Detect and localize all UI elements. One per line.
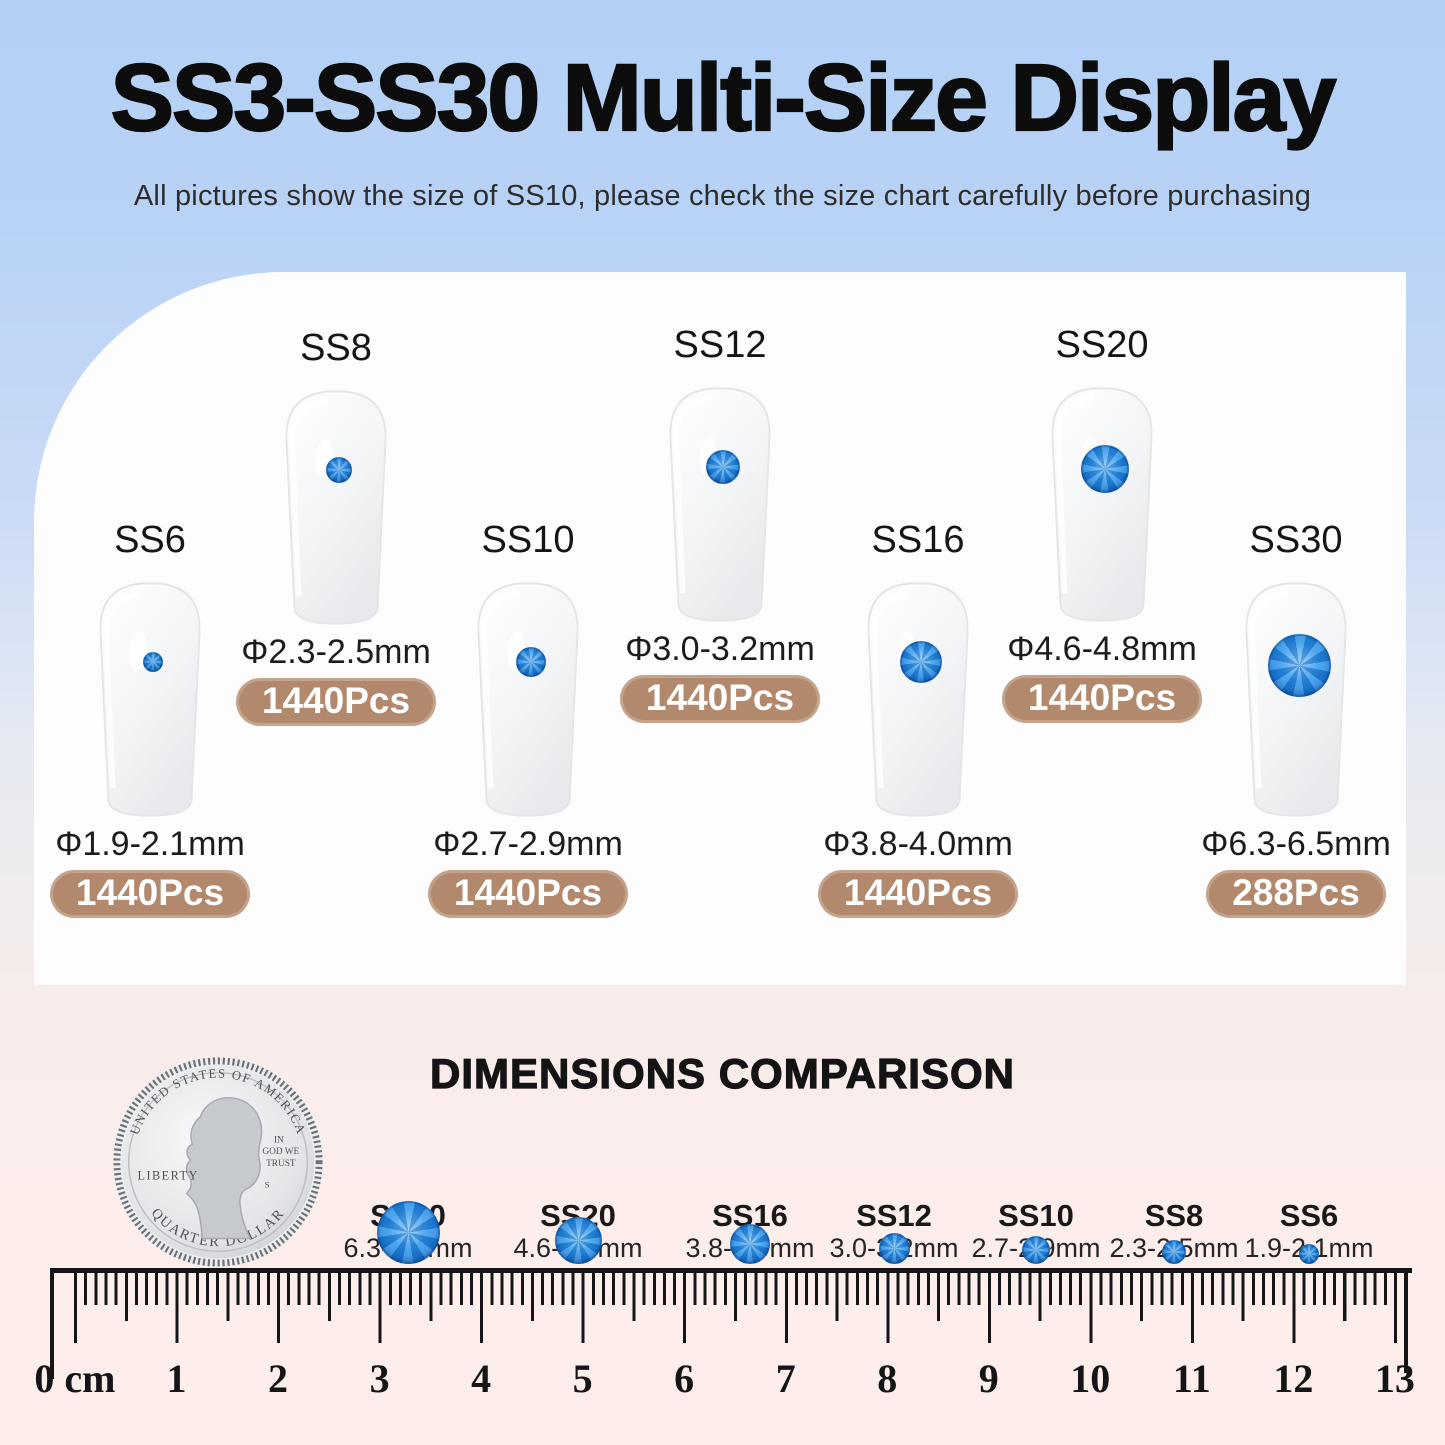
dimension-column-ss10: SS10 2.7-2.9mm xyxy=(946,1116,1126,1264)
coin-motto-line2: GOD WE xyxy=(262,1147,299,1157)
dimension-dot xyxy=(878,1233,910,1264)
quantity-badge: 1440Pcs xyxy=(427,870,629,918)
nail-name-label: SS10 xyxy=(481,519,575,561)
dimension-dot xyxy=(1299,1244,1319,1264)
ruler-number: 13 xyxy=(1374,1356,1415,1401)
ruler-number: 11 xyxy=(1172,1356,1211,1401)
page-subtitle: All pictures show the size of SS10, plea… xyxy=(133,180,1312,212)
nail-name-label: SS30 xyxy=(1249,519,1343,561)
coin-liberty-text: LIBERTY xyxy=(138,1169,199,1183)
quantity-badge: 1440Pcs xyxy=(49,870,251,918)
dimension-column-ss30: SS30 6.3-6.5mm xyxy=(318,1116,498,1264)
page-title: SS3-SS30 Multi-Size Display xyxy=(110,44,1338,152)
nail-tip-shape xyxy=(1051,387,1153,622)
dimension-column-ss16: SS16 3.8-4.0mm xyxy=(660,1116,840,1264)
size-range-label: Φ2.3-2.5mm xyxy=(241,633,431,671)
dimension-name-label: SS8 xyxy=(1144,1198,1204,1233)
dimension-name-label: SS6 xyxy=(1279,1198,1339,1233)
washington-bust xyxy=(185,1097,263,1240)
quarter-coin-graphic: UNITED STATES OF AMERICA QUARTER DOLLAR … xyxy=(112,1056,324,1268)
quarter-coin: UNITED STATES OF AMERICA QUARTER DOLLAR … xyxy=(112,1056,324,1268)
ruler-ticks-cm xyxy=(73,1273,1398,1343)
quantity-badge: 1440Pcs xyxy=(235,678,437,726)
nail-sample-ss30: SS30 Φ6.3-6.5mm 288Pcs xyxy=(1186,518,1406,918)
ruler-number: 3 xyxy=(369,1356,390,1401)
nail-tip-graphic xyxy=(848,572,988,820)
dimension-dot xyxy=(730,1224,770,1264)
nail-tip-shape xyxy=(285,390,387,625)
ruler-number: 8 xyxy=(877,1356,898,1401)
ruler-number: 9 xyxy=(978,1356,999,1401)
dimension-dot xyxy=(1162,1240,1186,1264)
dimension-column-ss6: SS6 1.9-2.1mm xyxy=(1219,1116,1399,1264)
nail-tip-graphic xyxy=(80,572,220,820)
nail-tip-graphic xyxy=(650,377,790,625)
size-range-label: Φ2.7-2.9mm xyxy=(433,825,623,863)
ruler-number: 7 xyxy=(775,1356,796,1401)
nail-tip-shape xyxy=(99,582,201,817)
dimension-name-label: SS12 xyxy=(856,1198,932,1233)
size-range-label: Φ1.9-2.1mm xyxy=(55,825,245,863)
size-range-label: Φ3.0-3.2mm xyxy=(625,630,815,668)
nail-sample-ss20: SS20 Φ4.6-4.8mm 1440Pcs xyxy=(992,323,1212,723)
size-range-label: Φ3.8-4.0mm xyxy=(823,825,1013,863)
nail-tip-graphic xyxy=(1226,572,1366,820)
rhinestone xyxy=(516,647,546,677)
nail-sample-ss12: SS12 Φ3.0-3.2mm 1440Pcs xyxy=(610,323,830,723)
ruler-number: 12 xyxy=(1273,1356,1314,1401)
nail-sample-ss10: SS10 Φ2.7-2.9mm 1440Pcs xyxy=(418,518,638,918)
comparison-title: DIMENSIONS COMPARISON xyxy=(429,1049,1015,1097)
nail-name-label: SS6 xyxy=(114,519,186,561)
dimension-dot xyxy=(376,1201,440,1264)
nail-name-label: SS12 xyxy=(673,324,767,366)
dimension-column-ss12: SS12 3.0-3.2mm xyxy=(804,1116,984,1264)
ruler-numbers: 0 cm 1 2 3 4 5 6 7 8 9 10 11 xyxy=(24,1355,1445,1402)
nail-tip-graphic xyxy=(458,572,598,820)
coin-mint-mark: S xyxy=(265,1180,270,1190)
ruler-number: 6 xyxy=(674,1356,695,1401)
rhinestone xyxy=(1268,634,1331,697)
quantity-badge: 288Pcs xyxy=(1206,870,1386,918)
rhinestone xyxy=(1081,445,1129,493)
nail-name-label: SS8 xyxy=(300,327,372,369)
nail-sample-ss16: SS16 Φ3.8-4.0mm 1440Pcs xyxy=(808,518,1028,918)
ruler-number: 2 xyxy=(268,1356,289,1401)
ruler-number: 5 xyxy=(572,1356,593,1401)
dimension-column-ss20: SS20 4.6-4.8mm xyxy=(488,1116,668,1264)
ruler-number: 10 xyxy=(1070,1356,1111,1401)
ruler-number: 4 xyxy=(471,1356,492,1401)
rhinestone xyxy=(143,652,163,672)
rhinestone xyxy=(706,450,740,484)
ruler-number: 0 cm xyxy=(34,1356,116,1401)
rhinestone xyxy=(900,641,942,683)
dimension-dot xyxy=(554,1217,602,1264)
size-range-label: Φ4.6-4.8mm xyxy=(1007,630,1197,668)
quantity-badge: 1440Pcs xyxy=(817,870,1019,918)
dimension-dot xyxy=(1022,1236,1050,1264)
nail-tip-shape xyxy=(477,582,579,817)
dimension-name-label: SS10 xyxy=(998,1198,1074,1233)
nail-tip-shape xyxy=(669,387,771,622)
nail-sample-ss8: SS8 Φ2.3-2.5mm 1440Pcs xyxy=(226,326,446,726)
nail-name-label: SS16 xyxy=(871,519,965,561)
quantity-badge: 1440Pcs xyxy=(1001,675,1203,723)
nail-name-label: SS20 xyxy=(1055,324,1149,366)
nail-sample-ss6: SS6 Φ1.9-2.1mm 1440Pcs xyxy=(40,518,260,918)
nail-tip-graphic xyxy=(266,380,406,628)
size-range-label: Φ6.3-6.5mm xyxy=(1201,825,1391,863)
dimension-column-ss8: SS8 2.3-2.5mm xyxy=(1084,1116,1264,1264)
rhinestone xyxy=(326,457,352,483)
coin-motto-line3: TRUST xyxy=(266,1159,296,1169)
ruler: 0 cm 1 2 3 4 5 6 7 8 9 10 11 xyxy=(34,1268,1415,1423)
nail-tip-graphic xyxy=(1032,377,1172,625)
quantity-badge: 1440Pcs xyxy=(619,675,821,723)
coin-motto-line1: IN xyxy=(274,1135,284,1145)
nail-tip-shape xyxy=(867,582,969,817)
ruler-number: 1 xyxy=(166,1356,187,1401)
